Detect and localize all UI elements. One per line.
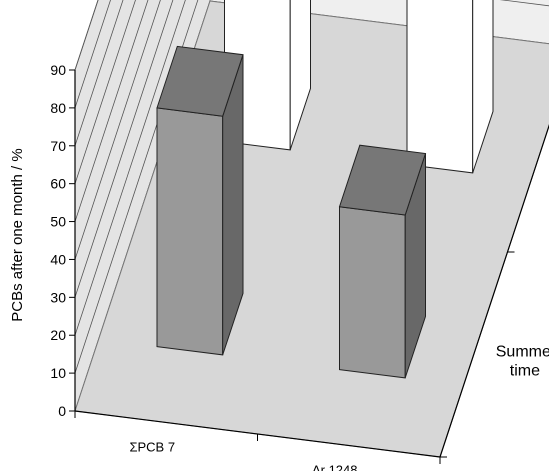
bar-front-face: [339, 206, 406, 379]
y-axis-title: PCBs after one month / %: [9, 148, 26, 321]
category-label: ΣPCB 7: [129, 440, 175, 455]
y-tick-label: 30: [50, 289, 66, 305]
gridline: [74, 0, 149, 222]
bars: [156, 0, 494, 379]
gridline: [74, 0, 136, 184]
category-label: Ar 1248: [312, 463, 358, 471]
axes: 0 10 20 30 40 50 60 70 80 90: [50, 62, 549, 464]
gridline: [74, 0, 549, 374]
y-tick-label: 60: [50, 176, 66, 192]
gridline: [74, 0, 174, 298]
bar-front-face: [156, 107, 224, 356]
bar: [406, 0, 494, 174]
bar-side-face: [289, 0, 311, 151]
y-tick-label: 0: [58, 403, 66, 419]
bar: [156, 45, 244, 356]
bar: [338, 144, 427, 379]
y-tick-label: 80: [50, 100, 66, 116]
gridline: [74, 0, 124, 146]
bar-top-face: [338, 144, 427, 216]
bar-side-face: [472, 0, 494, 174]
y-tick-label: 40: [50, 251, 66, 267]
series-label-line: time: [510, 363, 540, 380]
gridline: [74, 0, 186, 336]
series-label-line: Summer: [496, 344, 549, 361]
bar-front-face: [406, 0, 474, 174]
labels: PCBs after one month / % ΣPCB 7 Ar 1248 Su…: [9, 148, 549, 471]
series-label: Summer time: [496, 344, 549, 380]
y-tick-label: 90: [50, 62, 66, 78]
y-tick-label: 70: [50, 138, 66, 154]
gridline: [74, 0, 161, 260]
y-tick-label: 10: [50, 365, 66, 381]
y-tick-label: 50: [50, 214, 66, 230]
y-tick-label: 20: [50, 327, 66, 343]
bar-top-face: [156, 45, 244, 117]
